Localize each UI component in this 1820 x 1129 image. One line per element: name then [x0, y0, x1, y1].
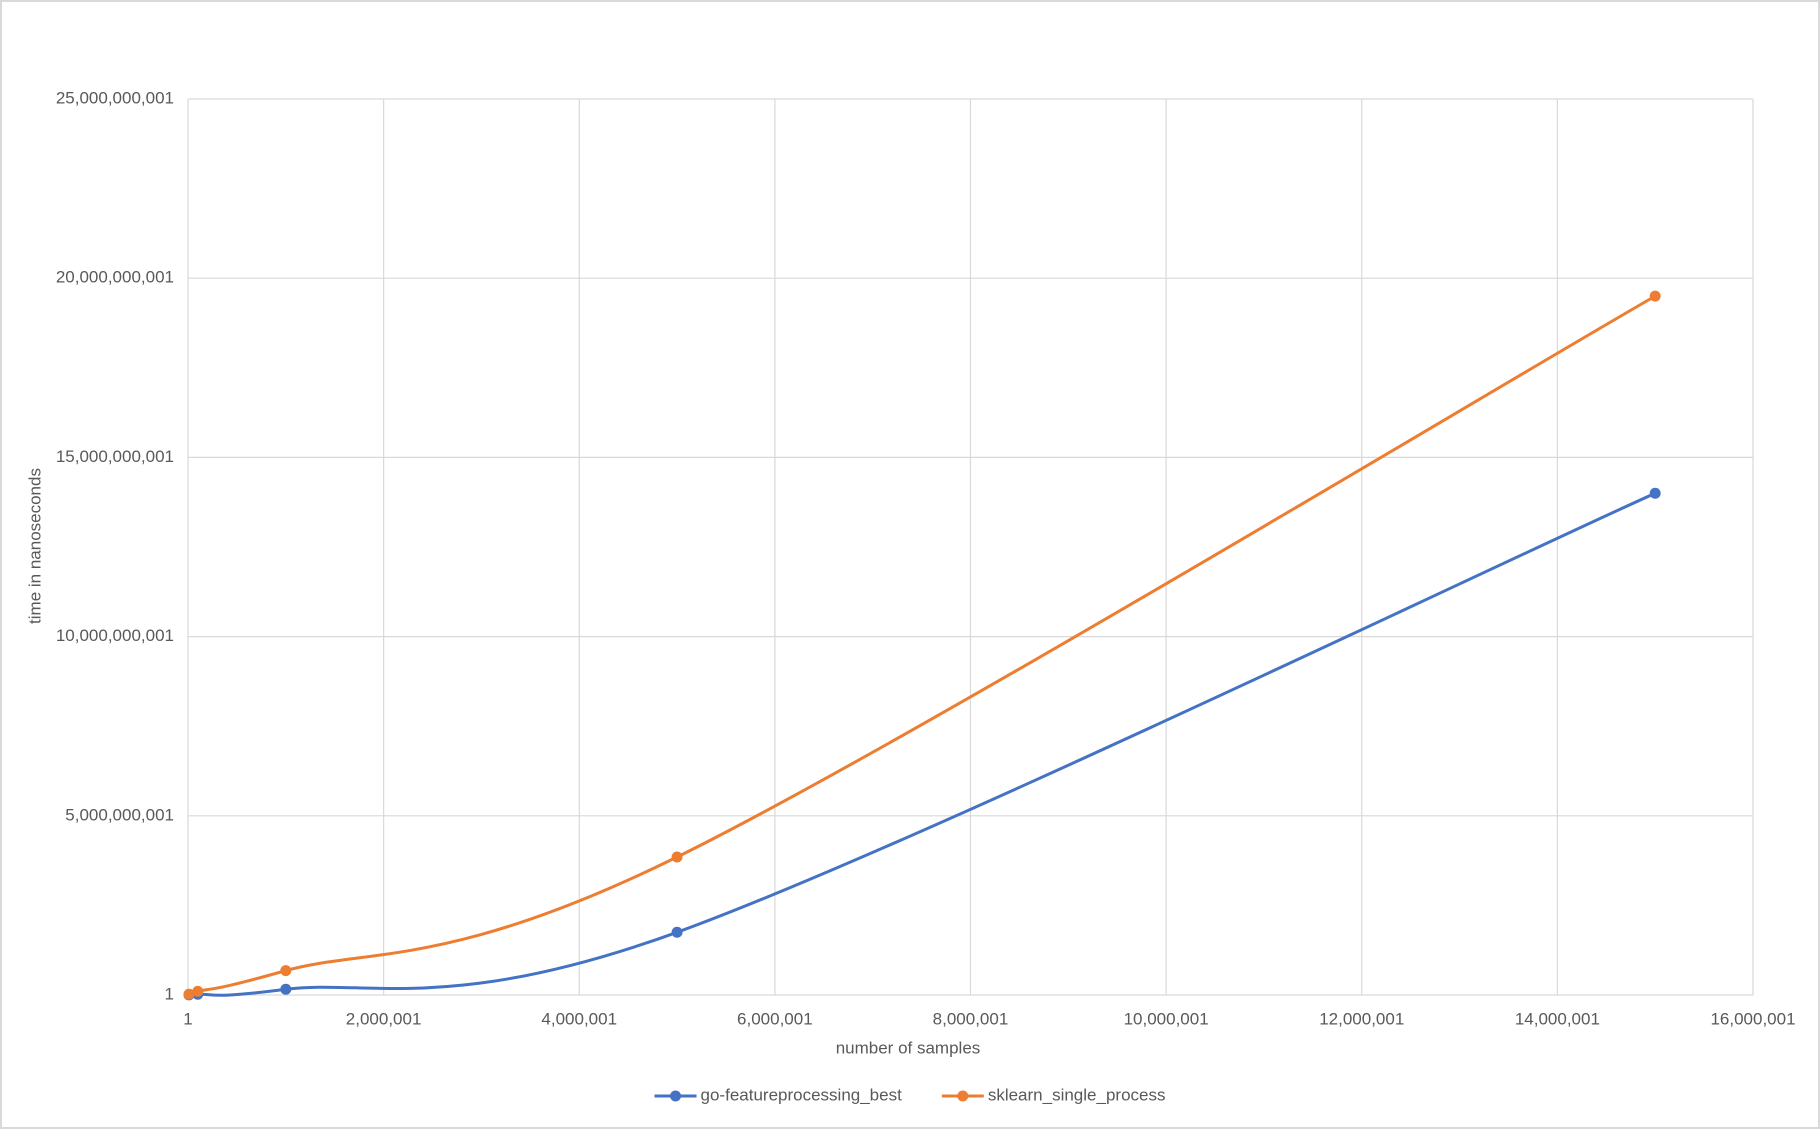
x-tick-label: 8,000,001 — [933, 1009, 1009, 1028]
legend-entry: sklearn_single_process — [941, 1085, 1166, 1104]
data-point — [671, 926, 683, 938]
data-point — [671, 851, 683, 863]
legend-marker — [670, 1090, 682, 1102]
data-point — [280, 965, 292, 977]
data-point — [192, 985, 204, 997]
x-tick-label: 6,000,001 — [737, 1009, 813, 1028]
legend-entry: go-featureprocessing_best — [654, 1085, 903, 1104]
x-tick-label: 10,000,001 — [1124, 1009, 1209, 1028]
y-axis-title: time in nanoseconds — [25, 468, 44, 624]
y-tick-label: 10,000,000,001 — [56, 626, 174, 645]
y-tick-label: 15,000,000,001 — [56, 447, 174, 466]
legend-label: go-featureprocessing_best — [701, 1085, 903, 1104]
series-line — [186, 491, 1656, 997]
legend-label: sklearn_single_process — [988, 1085, 1166, 1104]
x-tick-label: 12,000,001 — [1319, 1009, 1404, 1028]
data-point — [1649, 290, 1661, 302]
x-tick-label: 2,000,001 — [346, 1009, 422, 1028]
y-tick-label: 20,000,000,001 — [56, 268, 174, 287]
data-point — [1649, 487, 1661, 499]
series-line — [186, 294, 1656, 996]
y-tick-label: 25,000,000,001 — [56, 88, 174, 107]
data-point — [280, 983, 292, 995]
x-axis-title: number of samples — [836, 1038, 981, 1057]
x-tick-label: 16,000,001 — [1710, 1009, 1795, 1028]
legend-marker — [957, 1090, 969, 1102]
y-tick-label: 5,000,000,001 — [65, 805, 174, 824]
data-point — [183, 988, 195, 1000]
x-tick-label: 14,000,001 — [1515, 1009, 1600, 1028]
x-tick-label: 1 — [183, 1009, 192, 1028]
x-tick-label: 4,000,001 — [541, 1009, 617, 1028]
y-tick-label: 1 — [165, 984, 174, 1003]
